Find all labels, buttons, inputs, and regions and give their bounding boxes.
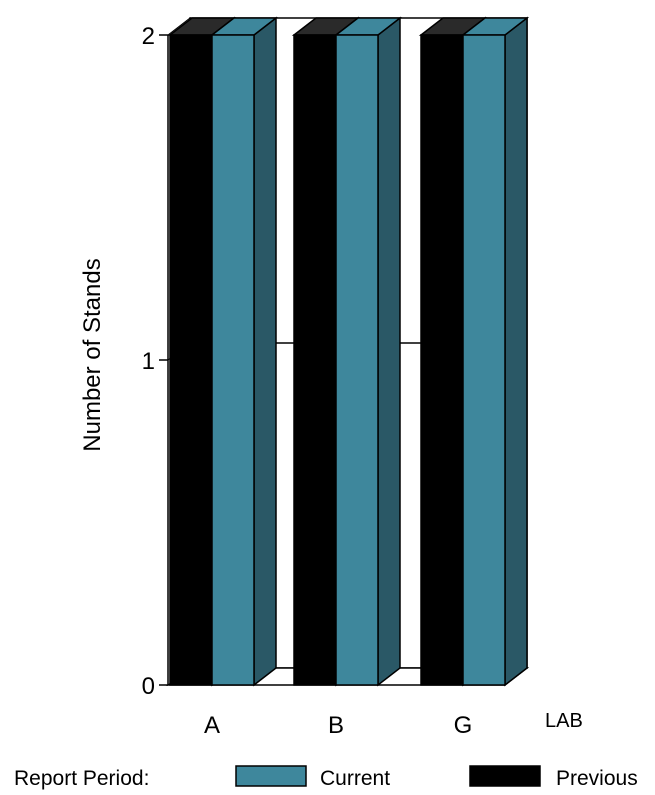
bar-current-g-side: [504, 16, 528, 687]
legend-swatch-current: [235, 765, 307, 787]
legend-label-current: Current: [320, 767, 390, 790]
bar-current-a: [209, 16, 279, 687]
bar-current-g-front: [462, 34, 506, 686]
x-tick-label: G: [454, 712, 473, 739]
legend-label-previous: Previous: [556, 767, 638, 790]
y-tick-label: 0: [142, 673, 155, 700]
bar-current-b-front: [335, 34, 379, 686]
x-axis-title: LAB: [545, 710, 583, 732]
x-tick-label: B: [328, 712, 344, 739]
legend: Report Period: Current Previous: [14, 765, 638, 790]
bars-group: [167, 16, 530, 687]
legend-title: Report Period:: [14, 767, 149, 790]
bar-current-b: [333, 16, 403, 687]
bar-previous-b-front: [293, 34, 337, 686]
legend-swatch-previous: [469, 765, 541, 787]
y-tick-label: 2: [142, 23, 155, 50]
bar-previous-a-front: [169, 34, 213, 686]
bar-current-a-side: [253, 16, 277, 687]
bar-current-g: [460, 16, 530, 687]
bar-previous-g-front: [420, 34, 464, 686]
y-axis-title: Number of Stands: [79, 258, 106, 451]
bar-current-b-side: [377, 16, 401, 687]
y-tick-label: 1: [142, 348, 155, 375]
y-axis: 0 1 2: [142, 23, 169, 700]
x-tick-label: A: [204, 712, 220, 739]
bar-current-a-front: [211, 34, 255, 686]
